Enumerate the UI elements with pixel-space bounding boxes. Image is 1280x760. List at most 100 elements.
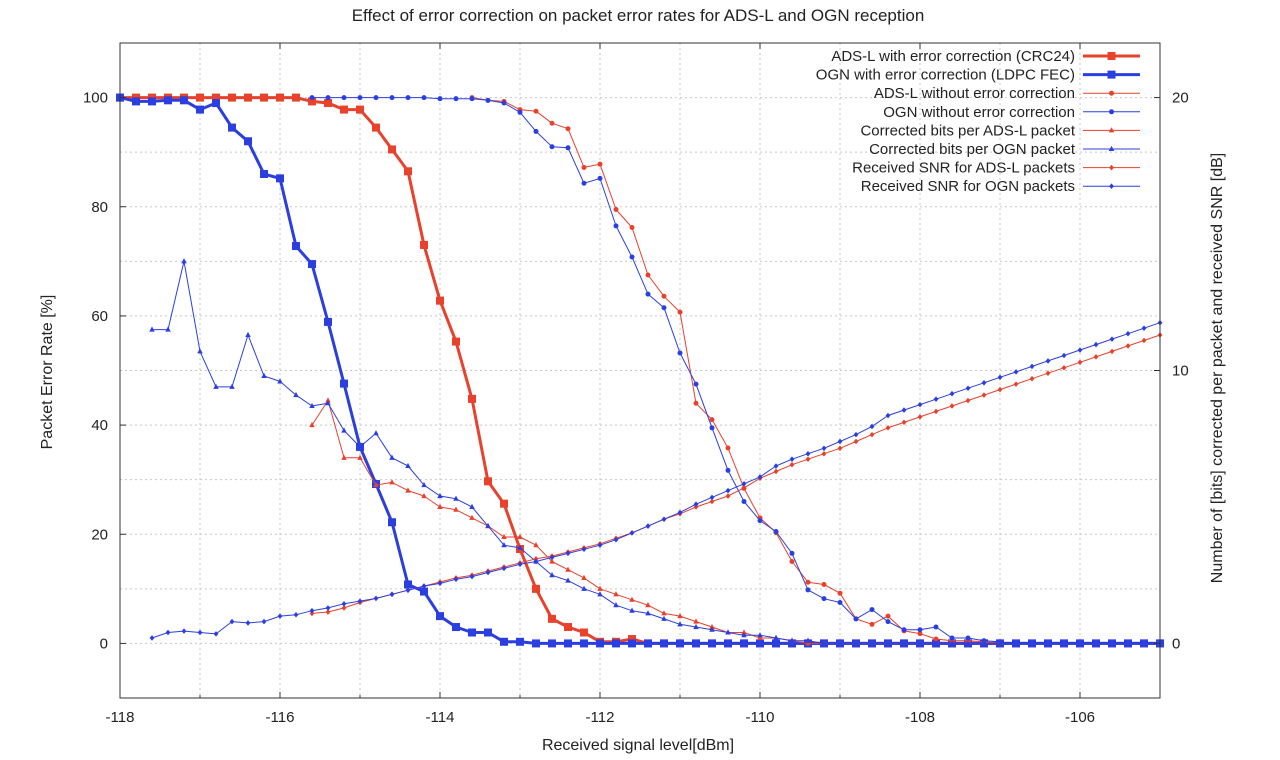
data-point <box>549 558 555 564</box>
data-point <box>1092 639 1100 648</box>
data-point <box>725 487 731 494</box>
data-point <box>805 450 811 457</box>
data-point <box>501 100 507 106</box>
data-point <box>325 609 331 615</box>
data-point <box>453 495 459 501</box>
data-point <box>708 639 716 648</box>
data-point <box>644 639 652 648</box>
data-point <box>869 431 875 438</box>
data-point <box>629 596 635 602</box>
x-tick-label: -118 <box>106 709 135 726</box>
data-point <box>901 640 907 646</box>
data-point <box>277 613 283 619</box>
legend-label: ADS-L without error correction <box>874 85 1075 102</box>
data-point <box>917 640 923 646</box>
x-tick-label: -106 <box>1065 709 1095 726</box>
data-point <box>837 640 843 646</box>
data-point <box>437 580 443 587</box>
data-point <box>452 337 460 346</box>
data-point <box>453 576 459 583</box>
data-point <box>805 579 811 585</box>
data-point <box>293 611 299 618</box>
data-point <box>532 584 540 593</box>
y-tick-label: 100 <box>83 90 108 107</box>
data-point <box>485 522 491 529</box>
data-point <box>149 326 155 332</box>
legend-label: Received SNR for ADS-L packets <box>852 160 1075 177</box>
data-point <box>709 623 715 630</box>
data-point <box>196 93 204 102</box>
data-point <box>501 542 507 548</box>
series-6 <box>149 258 1003 646</box>
y-tick-label: 0 <box>100 635 108 652</box>
data-point <box>373 595 379 602</box>
data-point <box>261 618 267 625</box>
data-point <box>757 634 763 640</box>
data-point <box>548 639 556 648</box>
data-point <box>468 394 476 403</box>
data-point <box>772 639 780 648</box>
data-point <box>677 612 683 619</box>
data-point <box>661 615 667 621</box>
legend: ADS-L with error correction (CRC24) OGN w… <box>816 48 1140 195</box>
data-point <box>1077 347 1083 353</box>
data-point <box>405 587 411 593</box>
data-point <box>341 601 347 607</box>
legend-swatch-marker <box>1108 127 1115 133</box>
data-point <box>565 566 571 572</box>
data-point <box>581 180 587 186</box>
series-8 <box>149 319 1163 641</box>
data-point <box>309 607 315 614</box>
data-point <box>613 223 619 229</box>
data-point <box>533 108 539 114</box>
data-point <box>468 628 476 637</box>
legend-item: Received SNR for OGN packets <box>861 178 1140 195</box>
data-point <box>1061 364 1067 371</box>
legend-swatch-marker <box>1107 52 1116 60</box>
data-point <box>260 170 268 178</box>
data-point <box>565 550 571 557</box>
data-point <box>885 640 891 646</box>
data-point <box>1124 639 1132 648</box>
data-point <box>885 613 891 619</box>
data-point <box>901 407 907 413</box>
data-point <box>629 254 635 260</box>
data-point <box>517 544 523 550</box>
data-point <box>501 533 507 540</box>
data-point <box>340 105 348 114</box>
data-point <box>565 145 571 151</box>
data-point <box>693 618 699 624</box>
y-tick-label: 20 <box>91 526 108 543</box>
data-point <box>373 430 379 436</box>
x-axis-ticks: -118 -116 -114 -112 -110 -108 -106 <box>106 43 1095 726</box>
series-line <box>312 97 1001 643</box>
data-point <box>1045 358 1051 364</box>
data-point <box>516 637 524 646</box>
data-point <box>597 591 603 597</box>
data-point <box>933 396 939 402</box>
data-point <box>324 317 332 326</box>
data-point <box>933 636 939 642</box>
data-point <box>661 516 667 523</box>
data-point <box>756 639 764 648</box>
data-point <box>341 95 347 101</box>
data-point <box>229 383 235 389</box>
data-point <box>549 120 555 126</box>
data-point <box>420 587 428 596</box>
data-point <box>325 400 331 406</box>
data-point <box>405 462 411 469</box>
data-point <box>564 639 572 648</box>
data-point <box>500 637 508 646</box>
data-point <box>277 378 283 384</box>
data-point <box>469 573 475 580</box>
series-line <box>152 260 1000 644</box>
data-point <box>165 629 171 636</box>
data-point <box>597 175 603 181</box>
legend-swatch-marker <box>1109 109 1114 115</box>
data-point <box>565 577 571 583</box>
data-point <box>564 623 572 632</box>
data-point <box>789 637 795 643</box>
data-point <box>212 93 220 102</box>
data-point <box>885 425 891 431</box>
data-point <box>949 403 955 409</box>
